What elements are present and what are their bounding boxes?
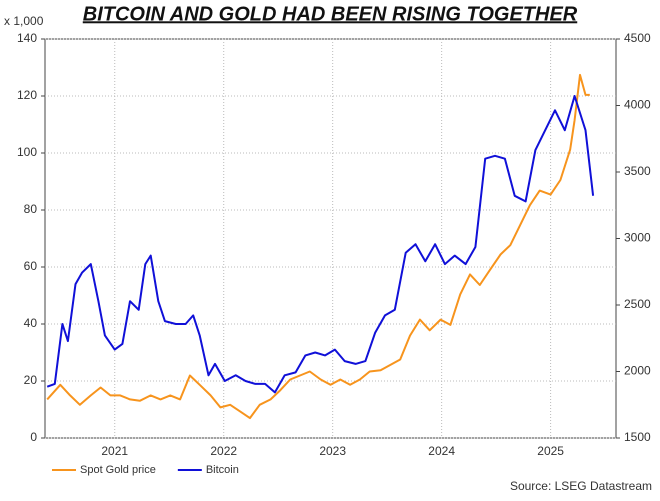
source: Source: LSEG Datastream xyxy=(510,479,652,493)
x-tick-label: 2022 xyxy=(210,444,237,458)
chart-title: BITCOIN AND GOLD HAD BEEN RISING TOGETHE… xyxy=(83,3,578,25)
x-tick-label: 2021 xyxy=(101,444,128,458)
y-tick-label: 60 xyxy=(24,259,38,273)
y-tick-label: 120 xyxy=(17,88,37,102)
y-tick-label: 140 xyxy=(17,31,37,45)
y2-tick-label: 2500 xyxy=(624,297,651,311)
y2-tick-label: 1500 xyxy=(624,430,651,444)
y-tick-label: 40 xyxy=(24,316,38,330)
y-axis-unit: x 1,000 xyxy=(4,14,44,28)
y2-tick-label: 3000 xyxy=(624,231,651,245)
x-tick-label: 2024 xyxy=(428,444,455,458)
y-tick-label: 80 xyxy=(24,202,38,216)
y-tick-label: 100 xyxy=(17,145,37,159)
plot-frame xyxy=(44,38,617,439)
x-tick-label: 2025 xyxy=(537,444,564,458)
y2-tick-label: 4000 xyxy=(624,98,651,112)
x-tick-label: 2023 xyxy=(319,444,346,458)
series-line xyxy=(46,95,595,394)
y-tick-label: 0 xyxy=(30,430,37,444)
legend-label: Bitcoin xyxy=(206,464,239,476)
y2-tick-label: 3500 xyxy=(624,164,651,178)
y2-tick-label: 2000 xyxy=(624,364,651,378)
legend-label: Spot Gold price xyxy=(80,464,156,476)
series-line xyxy=(46,73,590,420)
y2-tick-label: 4500 xyxy=(624,31,651,45)
y-tick-label: 20 xyxy=(24,373,38,387)
